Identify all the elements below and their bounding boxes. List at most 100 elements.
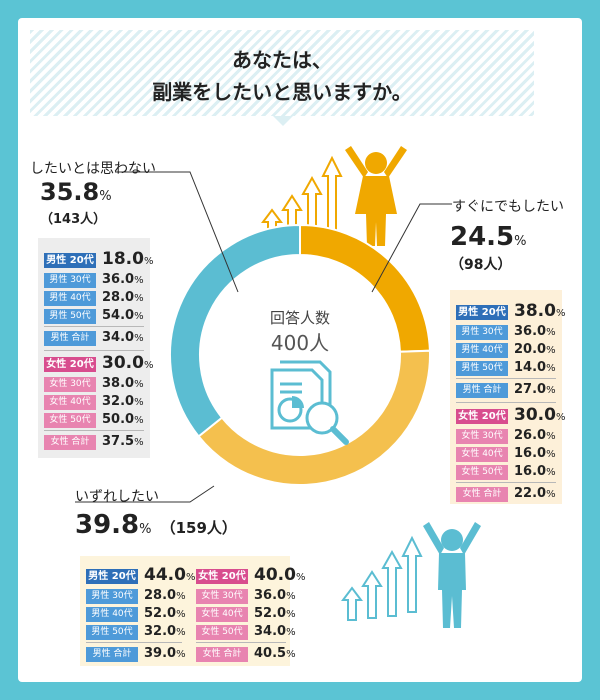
breakdown-tag: 女性 40代 — [44, 395, 96, 410]
breakdown-value: 54.0% — [102, 308, 144, 323]
breakdown-value: 39.0% — [144, 646, 186, 661]
breakdown-row: 男性 20代 38.0% — [456, 301, 565, 321]
breakdown-row: 女性 合計 22.0% — [456, 486, 561, 503]
breakdown-value: 16.0% — [514, 464, 556, 479]
breakdown-tag: 男性 合計 — [86, 647, 138, 662]
donut-chart — [169, 223, 431, 486]
row-divider — [196, 642, 286, 643]
breakdown-row: 男性 30代 36.0% — [44, 272, 149, 289]
no-label: したいとは思わない — [30, 161, 156, 177]
breakdown-tag: 男性 30代 — [456, 325, 508, 340]
breakdown-value: 40.5% — [254, 646, 296, 661]
breakdown-value: 34.0% — [102, 330, 144, 345]
breakdown-tag: 男性 20代 — [456, 305, 508, 320]
breakdown-value: 38.0% — [102, 376, 144, 391]
breakdown-tag: 女性 30代 — [196, 589, 248, 604]
breakdown-value: 36.0% — [514, 324, 556, 339]
someday-percent: 39.8% （159人） — [75, 510, 237, 540]
breakdown-row: 女性 30代 26.0% — [456, 428, 561, 445]
breakdown-row: 女性 50代 16.0% — [456, 464, 561, 481]
no-count: （143人） — [40, 212, 107, 227]
breakdown-row: 男性 20代 18.0% — [44, 249, 153, 269]
breakdown-row: 男性 30代 28.0% — [86, 588, 191, 605]
breakdown-value: 52.0% — [254, 606, 296, 621]
row-divider — [456, 378, 556, 379]
title-banner: あなたは、 副業をしたいと思いますか。 — [30, 30, 534, 116]
breakdown-value: 38.0% — [514, 301, 566, 321]
document-pie-icon — [277, 396, 304, 423]
breakdown-row: 女性 40代 32.0% — [44, 394, 149, 411]
breakdown-value: 36.0% — [254, 588, 296, 603]
breakdown-tag: 男性 50代 — [456, 361, 508, 376]
row-divider — [86, 642, 182, 643]
breakdown-tag: 女性 合計 — [44, 435, 96, 450]
breakdown-tag: 男性 30代 — [86, 589, 138, 604]
slice-someday — [197, 349, 431, 486]
breakdown-tag: 男性 50代 — [86, 625, 138, 640]
breakdown-tag: 女性 合計 — [196, 647, 248, 662]
breakdown-row: 男性 50代 32.0% — [86, 624, 191, 641]
breakdown-tag: 女性 40代 — [456, 447, 508, 462]
breakdown-tag: 女性 50代 — [44, 413, 96, 428]
breakdown-row: 女性 合計 37.5% — [44, 434, 149, 451]
breakdown-row: 男性 20代 44.0% — [86, 565, 195, 585]
breakdown-row: 男性 合計 39.0% — [86, 646, 191, 663]
row-divider — [456, 402, 556, 403]
breakdown-value: 50.0% — [102, 412, 144, 427]
now-breakdown-panel: 男性 20代 38.0% 男性 30代 36.0% 男性 40代 20.0% 男性 50代 1… — [450, 290, 565, 504]
breakdown-row: 女性 合計 40.5% — [196, 646, 301, 663]
breakdown-row: 男性 合計 34.0% — [44, 330, 149, 347]
breakdown-value: 32.0% — [102, 394, 144, 409]
breakdown-tag: 女性 20代 — [196, 569, 248, 584]
person-raising-arms-icon — [423, 522, 481, 628]
someday-breakdown-panel: 男性 20代 44.0% 男性 30代 28.0% 男性 40代 52.0% 男性 50代 3… — [80, 556, 305, 666]
breakdown-tag: 女性 50代 — [196, 625, 248, 640]
breakdown-tag: 男性 20代 — [86, 569, 138, 584]
breakdown-value: 20.0% — [514, 342, 556, 357]
breakdown-value: 36.0% — [102, 272, 144, 287]
breakdown-tag: 男性 合計 — [44, 331, 96, 346]
breakdown-value: 40.0% — [254, 565, 306, 585]
breakdown-tag: 女性 20代 — [456, 409, 508, 424]
breakdown-value: 44.0% — [144, 565, 196, 585]
center-value: 400人 — [271, 331, 329, 355]
leader-lines — [75, 171, 452, 503]
breakdown-row: 男性 50代 54.0% — [44, 308, 149, 325]
breakdown-tag: 女性 30代 — [44, 377, 96, 392]
breakdown-tag: 女性 30代 — [456, 429, 508, 444]
breakdown-value: 22.0% — [514, 486, 556, 501]
breakdown-tag: 女性 40代 — [196, 607, 248, 622]
breakdown-value: 52.0% — [144, 606, 186, 621]
breakdown-row: 女性 20代 30.0% — [44, 353, 153, 373]
breakdown-tag: 男性 合計 — [456, 383, 508, 398]
breakdown-row: 男性 40代 28.0% — [44, 290, 149, 307]
now-label: すぐにでもしたい — [452, 199, 564, 215]
person-raising-arms-icon — [345, 146, 407, 246]
breakdown-tag: 男性 40代 — [44, 291, 96, 306]
breakdown-value: 28.0% — [144, 588, 186, 603]
breakdown-row: 男性 50代 14.0% — [456, 360, 561, 377]
breakdown-tag: 男性 50代 — [44, 309, 96, 324]
title-line-1: あなたは、 — [232, 48, 332, 72]
breakdown-row: 男性 40代 52.0% — [86, 606, 191, 623]
row-divider — [44, 350, 144, 351]
breakdown-tag: 女性 20代 — [44, 357, 96, 372]
breakdown-row: 女性 50代 34.0% — [196, 624, 301, 641]
row-divider — [44, 430, 144, 431]
upward-arrows-icon — [341, 535, 423, 621]
breakdown-value: 32.0% — [144, 624, 186, 639]
breakdown-tag: 男性 30代 — [44, 273, 96, 288]
breakdown-tag: 男性 40代 — [86, 607, 138, 622]
document-search-icon — [270, 360, 349, 445]
breakdown-row: 女性 50代 50.0% — [44, 412, 149, 429]
breakdown-tag: 男性 40代 — [456, 343, 508, 358]
breakdown-value: 26.0% — [514, 428, 556, 443]
breakdown-value: 28.0% — [102, 290, 144, 305]
breakdown-row: 女性 20代 40.0% — [196, 565, 305, 585]
breakdown-row: 男性 30代 36.0% — [456, 324, 561, 341]
breakdown-row: 女性 40代 52.0% — [196, 606, 301, 623]
center-label: 回答人数 — [270, 309, 330, 327]
breakdown-value: 18.0% — [102, 249, 154, 269]
now-percent: 24.5% — [450, 222, 527, 252]
